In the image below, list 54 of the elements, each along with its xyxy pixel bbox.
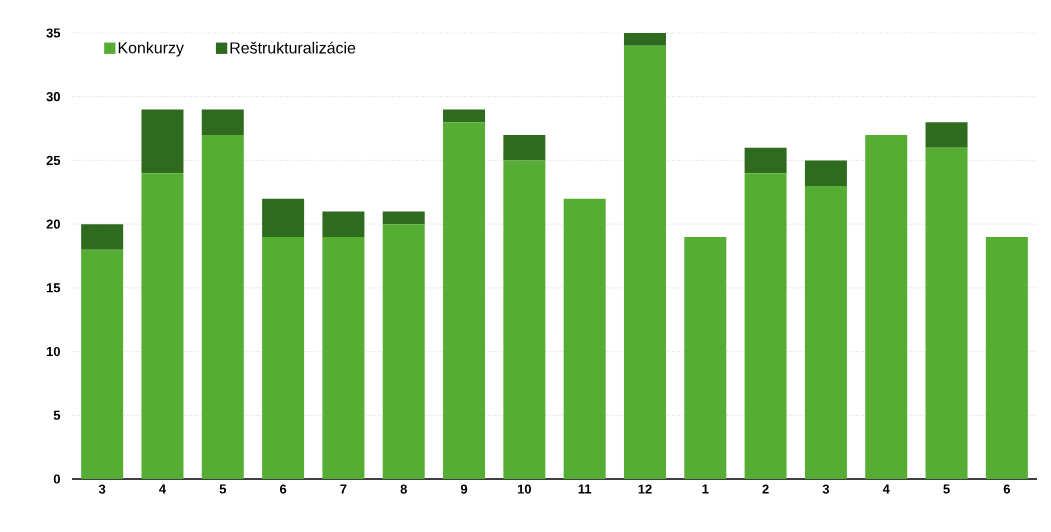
x-tick-label: 5	[943, 484, 950, 494]
bar	[81, 224, 124, 250]
y-tick-label: 5	[53, 410, 61, 420]
x-tick-label: 4	[159, 484, 167, 494]
y-tick-label: 30	[46, 92, 60, 102]
bar	[141, 173, 184, 479]
x-tick-label: 12	[638, 484, 652, 494]
x-tick-label: 6	[279, 484, 287, 494]
legend-label: Reštrukturalizácie	[230, 41, 356, 54]
bar	[744, 147, 787, 174]
y-tick-label: 15	[46, 283, 61, 293]
x-tick-label: 2	[762, 484, 769, 494]
bar	[925, 122, 968, 148]
bar	[503, 134, 546, 161]
bar	[503, 160, 546, 479]
x-tick-label: 7	[340, 484, 347, 494]
bar	[623, 33, 666, 46]
bar	[804, 185, 847, 479]
x-tick-label: 9	[460, 484, 468, 494]
bar	[141, 109, 184, 174]
bar	[262, 236, 305, 479]
bar	[865, 134, 908, 479]
x-tick-label: 3	[98, 484, 106, 494]
bar	[382, 224, 425, 479]
bar	[322, 236, 365, 479]
y-tick-label: 35	[46, 28, 61, 38]
bar	[322, 211, 365, 237]
legend-label: Konkurzy	[118, 41, 184, 57]
bar	[201, 134, 244, 479]
y-tick-label: 25	[46, 155, 61, 166]
x-tick-label: 10	[517, 484, 532, 494]
bar	[443, 122, 486, 479]
x-tick-label: 8	[400, 484, 407, 494]
y-tick-label: 20	[46, 219, 60, 229]
bar	[804, 160, 847, 186]
bar	[684, 236, 727, 479]
bar	[925, 147, 968, 479]
x-tick-label: 11	[578, 484, 592, 494]
bar	[744, 173, 787, 479]
x-tick-label: 3	[822, 484, 830, 494]
y-tick-label: 10	[46, 346, 60, 357]
x-tick-label: 5	[219, 484, 227, 494]
x-tick-label: 6	[1003, 484, 1010, 494]
bar	[81, 249, 124, 479]
bar	[201, 109, 244, 135]
x-tick-label: 4	[882, 484, 890, 494]
bar	[985, 236, 1028, 479]
bar	[563, 198, 606, 479]
y-tick-label: 0	[53, 474, 60, 484]
x-tick-label: 1	[702, 484, 709, 494]
bar	[443, 109, 486, 123]
bar	[623, 45, 666, 479]
bar	[262, 198, 305, 237]
bar	[382, 211, 425, 225]
